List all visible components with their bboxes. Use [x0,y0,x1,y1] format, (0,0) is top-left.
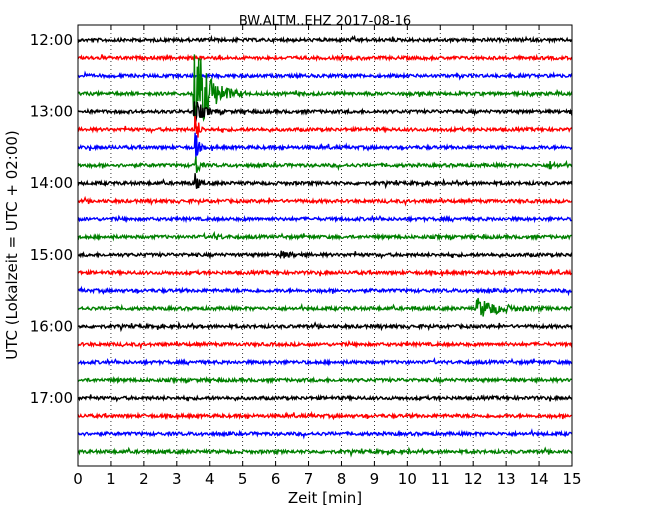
x-tick-label: 15 [562,470,581,488]
y-tick-label: 15:00 [30,246,73,264]
seismic-trace [77,321,573,333]
seismic-trace [77,410,573,421]
seismic-trace [77,285,573,297]
x-tick-label: 11 [431,470,450,488]
seismic-trace [77,53,573,62]
seismic-trace [77,357,573,367]
x-tick-label: 14 [530,470,549,488]
seismic-trace [77,268,573,277]
x-tick-label: 0 [73,470,83,488]
seismic-trace [77,156,573,174]
plot-frame [78,25,572,466]
seismic-trace [77,214,572,224]
plot-border [77,24,573,467]
x-axis-label: Zeit [min] [288,489,362,507]
y-tick-label: 13:00 [30,103,73,121]
seismic-trace [77,101,573,123]
y-tick-label: 17:00 [30,389,73,407]
seismic-trace [77,195,573,207]
x-tick-label: 12 [464,470,483,488]
x-tick-label: 9 [370,470,380,488]
seismic-trace [77,428,573,440]
seismic-trace [77,446,573,458]
x-tick-label: 2 [139,470,149,488]
seismic-trace [78,297,573,317]
seismic-trace [77,132,573,158]
y-tick-labels: 12:00 13:00 14:00 15:00 16:00 17:00 [30,31,73,407]
x-tick-labels: 0 1 2 3 4 5 6 7 8 9 10 11 12 13 14 15 [73,470,581,488]
seismic-trace [77,54,573,129]
x-tick-label: 4 [205,470,215,488]
tick-marks [77,25,573,466]
seismic-trace [77,230,573,242]
grid-lines [110,25,540,466]
seismic-trace [77,70,573,81]
seismic-trace [77,393,573,403]
x-tick-label: 8 [337,470,347,488]
seismic-trace [77,34,573,45]
y-tick-label: 16:00 [30,317,73,335]
seismic-trace [77,173,573,190]
trace-group [77,34,573,458]
x-tick-label: 13 [497,470,516,488]
seismic-trace [77,250,573,260]
y-tick-label: 14:00 [30,174,73,192]
x-tick-label: 7 [304,470,314,488]
x-tick-label: 3 [172,470,182,488]
seismic-trace [77,115,572,138]
y-tick-label: 12:00 [30,31,73,49]
seismic-trace [77,375,573,386]
x-tick-label: 6 [271,470,281,488]
seismic-trace [77,339,573,350]
x-tick-label: 10 [398,470,417,488]
x-tick-label: 1 [106,470,116,488]
x-tick-label: 5 [238,470,248,488]
y-axis-label: UTC (Lokalzeit = UTC + 02:00) [3,130,21,360]
